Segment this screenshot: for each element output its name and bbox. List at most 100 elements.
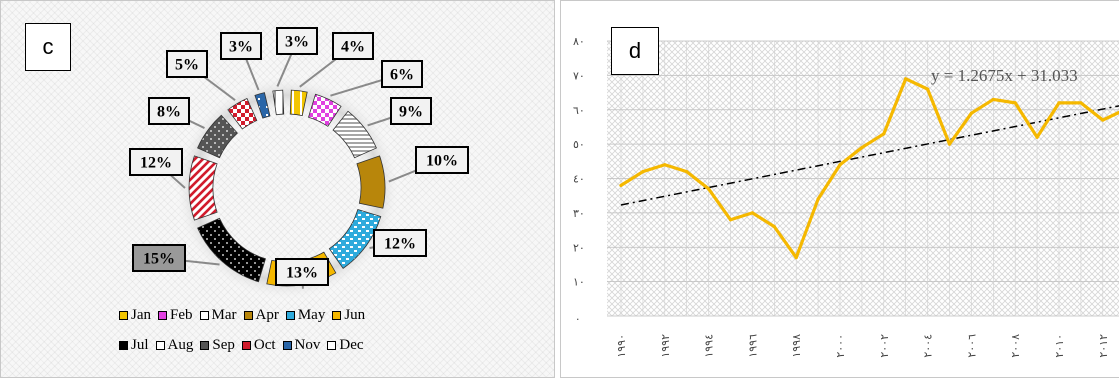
x-tick-label: ٢٠٠٢ [878,334,891,358]
x-tick-label: ٢٠٠٤ [922,334,935,358]
data-label-may: 12% [384,236,416,253]
data-label-jan: 4% [341,39,365,56]
data-label-box [373,229,427,257]
legend-item-aug: Aug [155,335,194,355]
data-point [707,187,711,191]
legend-swatch [119,310,128,320]
legend-swatch [155,340,165,350]
legend-label: Nov [294,336,321,353]
data-label-box [415,146,469,174]
y-tick-label: ١٠ [573,276,585,289]
x-tick-label: ١٩٩٨ [790,334,803,358]
data-label-apr: 10% [426,153,458,170]
data-point [794,255,798,260]
data-label-box [148,97,190,125]
legend-swatch [241,340,251,350]
donut-slice-oct [227,98,258,130]
data-point [926,87,930,91]
legend-item-feb: Feb [158,305,193,325]
legend-item-mar: Mar [199,305,237,325]
y-tick-label: ٢٠ [573,241,585,254]
data-point [947,142,952,146]
data-point [1101,118,1105,122]
donut-slice-mar [332,110,377,159]
data-label-box [132,244,186,272]
panel-label-c: c [25,23,71,71]
x-tick-label: ٢٠٠٠ [834,334,847,358]
data-label-nov: 3% [229,39,253,56]
legend-swatch [243,310,253,320]
legend-label: May [297,306,326,323]
data-label-box [390,97,432,125]
legend-label: Dec [339,336,364,353]
legend-swatch [327,340,337,350]
line-chart-panel: ١٠ ٢٠ ٣٠ ٤٠ ٥٠ ٦٠ ٧٠ ٨٠. ١٩٩٠ ١٩٩٢ ١٩٩٤ ١٩٩٦ ١٩٩٨ ٢٠٠… [560,0,1119,378]
data-point [619,183,623,187]
data-point [750,211,754,215]
y-tick-label: ٦٠ [573,104,585,117]
legend-swatch [199,310,209,320]
data-point [772,225,776,229]
legend-label: Aug [167,336,194,353]
data-point [663,163,667,167]
donut-slice-jan [289,89,308,117]
donut-slice-apr [356,155,386,209]
legend-label: Jan [131,306,151,323]
y-tick-label: ٥٠ [573,138,585,151]
data-point [1079,101,1083,105]
data-label-box [276,27,318,55]
legend-item-may: May [285,305,326,325]
legend-item-nov: Nov [282,335,321,355]
data-point [1057,101,1061,105]
x-tick-label: ١٩٩٤ [703,334,716,358]
data-point [882,132,886,136]
x-tick-label: ١٩٩٠ [615,334,628,358]
panel-label-d: d [611,27,659,75]
data-label-feb: 6% [390,67,414,84]
data-label-oct: 5% [175,57,199,74]
data-point [838,163,842,167]
data-label-aug: 12% [140,155,172,172]
doughnut-chart: 4% 6% 9% 10% 12% 13% 15% 12% 8% 5% 3% 3% [129,27,469,304]
legend-label: Jun [344,306,366,323]
donut-slice-nov [254,92,271,119]
legend-swatch [332,310,342,320]
data-label-dec: 3% [285,34,309,51]
data-point [641,170,645,174]
data-label-box [275,258,329,286]
data-point [816,197,820,201]
data-point [1035,135,1039,139]
legend-swatch [282,340,292,350]
data-label-jul: 15% [143,251,175,268]
chart-legend: Jan Feb Mar Apr May Jun Jul Aug Sep Oct Nov Dec [119,305,449,355]
data-point [1013,101,1017,105]
legend-swatch [119,340,128,350]
donut-slice-feb [308,93,342,127]
donut-slice-may [328,209,382,269]
data-label-box [166,50,208,78]
legend-swatch [285,310,295,320]
legend-label: Mar [211,306,237,323]
data-point [860,145,864,150]
data-point [685,170,689,174]
data-label-jun: 13% [286,265,318,282]
line-chart: ١٠ ٢٠ ٣٠ ٤٠ ٥٠ ٦٠ ٧٠ ٨٠. ١٩٩٠ ١٩٩٢ ١٩٩٤ ١٩٩٦ ١٩٩٨ ٢٠٠… [573,35,1119,358]
data-label-mar: 9% [399,104,423,121]
x-tick-label: ١٩٩٢ [659,334,672,358]
x-tick-label: ٢٠٠٨ [1009,334,1022,358]
legend-item-jun: Jun [332,305,365,325]
data-point [904,77,908,81]
legend-label: Oct [253,336,276,353]
legend-label: Jul [131,336,149,353]
y-tick-label: ٣٠ [573,207,585,220]
legend-label: Apr [255,306,279,323]
donut-slice-jul [197,217,266,283]
y-tick-zero: . [576,310,580,323]
legend-swatch [200,340,210,350]
x-tick-label: ٢٠٠٦ [965,334,978,358]
x-tick-label: ١٩٩٦ [746,334,759,358]
trendline [620,105,1119,206]
legend-swatch [158,310,167,320]
data-label-box [129,148,183,176]
donut-slice-sep [197,114,238,159]
